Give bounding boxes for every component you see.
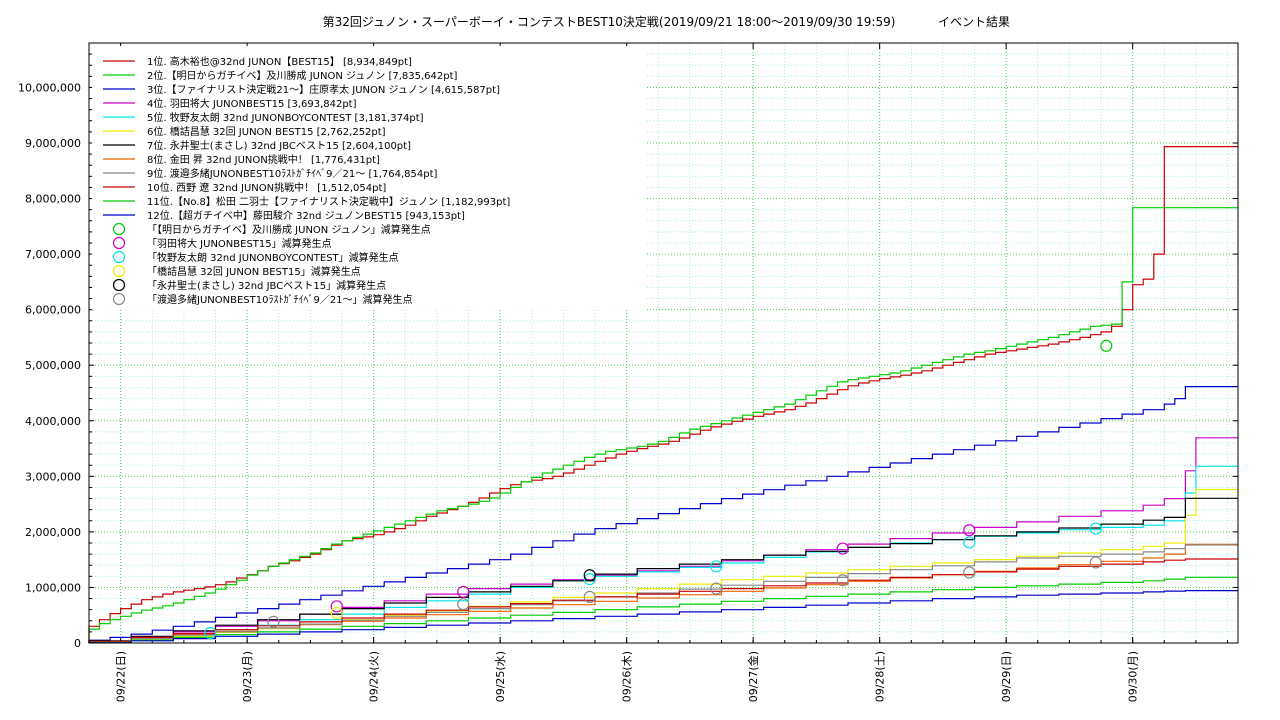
legend: 1位. 高木裕也@32nd JUNON【BEST15】 [8,934,849pt… [92, 46, 647, 310]
deduction-marker-3 [583, 573, 596, 586]
legend-marker-6 [112, 292, 126, 306]
legend-label-2: 2位.【明日からガチイベ】及川勝成 JUNON ジュノン [7,835,642p… [147, 69, 458, 82]
deduction-marker-6 [583, 590, 596, 603]
x-tick-label: 09/24(火) [368, 651, 381, 702]
deduction-marker-2 [457, 585, 470, 598]
x-tick-label: 09/25(水) [494, 651, 507, 702]
x-axis-ticks: 09/22(日) 09/23(月) 09/24(火) 09/25(水) 09/26(木)… [115, 43, 1229, 702]
legend-marker-label-2: 「羽田将大 JUNONBEST15」減算発生点 [147, 237, 332, 250]
legend-label-10: 10位. 西野 遼 32nd JUNON挑戦中！ [1,512,054pt] [147, 181, 386, 194]
deduction-marker-5 [583, 569, 596, 582]
legend-marker-4 [112, 264, 126, 278]
deduction-marker-6 [836, 574, 849, 587]
legend-label-9: 9位. 渡邉多緒JUNONBEST10ﾗｽﾄｶﾞﾁｲﾍﾞ9／21〜 [1,764… [147, 167, 438, 180]
deduction-marker-3 [963, 536, 976, 549]
legend-label-1: 1位. 高木裕也@32nd JUNON【BEST15】 [8,934,849pt… [147, 55, 412, 68]
x-tick-label: 09/30(月) [1127, 651, 1140, 702]
series-line-3 [88, 386, 1238, 643]
x-tick-label: 09/28(土) [874, 651, 887, 702]
legend-marker-1 [112, 222, 126, 236]
y-tick-label: 9,000,000 [25, 137, 81, 150]
legend-marker-label-6: 「渡邉多緒JUNONBEST10ﾗｽﾄｶﾞﾁｲﾍﾞ9／21〜」減算発生点 [147, 293, 413, 306]
y-axis-ticks: 0 1,000,000 2,000,000 3,000,000 4,000,000 5,0… [18, 53, 1238, 650]
deduction-marker-3 [1089, 522, 1102, 535]
legend-marker-label-4: 「橋詰昌慧 32回 JUNON BEST15」減算発生点 [147, 265, 361, 278]
y-tick-label: 4,000,000 [25, 415, 81, 428]
x-tick-label: 09/23(月) [241, 651, 254, 702]
y-tick-label: 7,000,000 [25, 248, 81, 261]
x-tick-label: 09/22(日) [115, 651, 128, 702]
y-tick-label: 2,000,000 [25, 526, 81, 539]
legend-marker-5 [112, 278, 126, 292]
legend-label-6: 6位. 橋詰昌慧 32回 JUNON BEST15 [2,762,252pt] [147, 125, 386, 138]
legend-marker-label-1: 「【明日からガチイベ】及川勝成 JUNON ジュノン」減算発生点 [147, 223, 431, 236]
x-tick-label: 09/27(金) [746, 651, 760, 702]
deduction-marker-6 [963, 566, 976, 579]
legend-label-5: 5位. 牧野友太朗 32nd JUNONBOYCONTEST [3,181,37… [147, 111, 424, 124]
series-line-12 [88, 590, 1238, 644]
legend-marker-label-3: 「牧野友太朗 32nd JUNONBOYCONTEST」減算発生点 [147, 251, 399, 264]
deduction-marker-6 [267, 615, 280, 628]
series-line-10 [88, 558, 1238, 643]
x-tick-label: 09/26(木) [621, 651, 634, 702]
deduction-marker-3 [710, 560, 723, 573]
y-tick-label: 5,000,000 [25, 359, 81, 372]
deduction-marker-6 [710, 582, 723, 595]
y-tick-label: 3,000,000 [25, 470, 81, 483]
deduction-marker-2 [330, 600, 343, 613]
legend-marker-2 [112, 236, 126, 250]
series-line-11 [88, 576, 1238, 643]
deduction-marker-4 [330, 606, 343, 620]
legend-label-4: 4位. 羽田将大 JUNONBEST15 [3,693,842pt] [147, 97, 357, 110]
legend-marker-3 [112, 250, 126, 264]
y-tick-label: 1,000,000 [25, 581, 81, 594]
y-tick-label: 8,000,000 [25, 193, 81, 206]
legend-label-12: 12位.【超ガチイベ中】藤田駿介 32nd ジュノンBEST15 [943,15… [147, 209, 465, 222]
plot-frame [88, 42, 1239, 644]
deduction-marker-2 [963, 524, 976, 537]
series-line-5 [88, 465, 1238, 643]
y-tick-label: 0 [74, 637, 81, 650]
series-line-4 [88, 437, 1238, 643]
deduction-marker-1 [1100, 339, 1113, 352]
deduction-marker-3 [204, 626, 217, 640]
chart-subtitle: イベント結果 [938, 15, 1010, 29]
deduction-marker-6 [457, 598, 470, 611]
chart-title: 第32回ジュノン・スーパーボーイ・コンテストBEST10決定戦(2019/09/… [323, 14, 896, 29]
series-line-2 [88, 207, 1238, 643]
legend-marker-label-5: 「永井聖士(まさし) 32nd JBCベスト15」減算発生点 [147, 279, 386, 292]
legend-background [92, 46, 647, 310]
deduction-marker-2 [836, 542, 849, 555]
legend-label-8: 8位. 金田 昇 32nd JUNON挑戦中！ [1,776,431pt] [147, 153, 380, 166]
deduction-marker-6 [1089, 556, 1102, 569]
legend-label-7: 7位. 永井聖士(まさし) 32nd JBCベスト15 [2,604,100pt… [147, 139, 411, 152]
y-tick-label: 6,000,000 [25, 304, 81, 317]
legend-label-3: 3位.【ファイナリスト決定戦21〜】庄原孝太 JUNON ジュノン [4,615… [147, 83, 500, 96]
plot-markers [204, 339, 1113, 640]
y-tick-label: 10,000,000 [18, 81, 81, 94]
legend-label-11: 11位.【No.8】松田 二羽士【ファイナリスト決定戦中】ジュノン [1,182… [147, 195, 510, 208]
x-tick-label: 09/29(日) [1000, 651, 1013, 702]
